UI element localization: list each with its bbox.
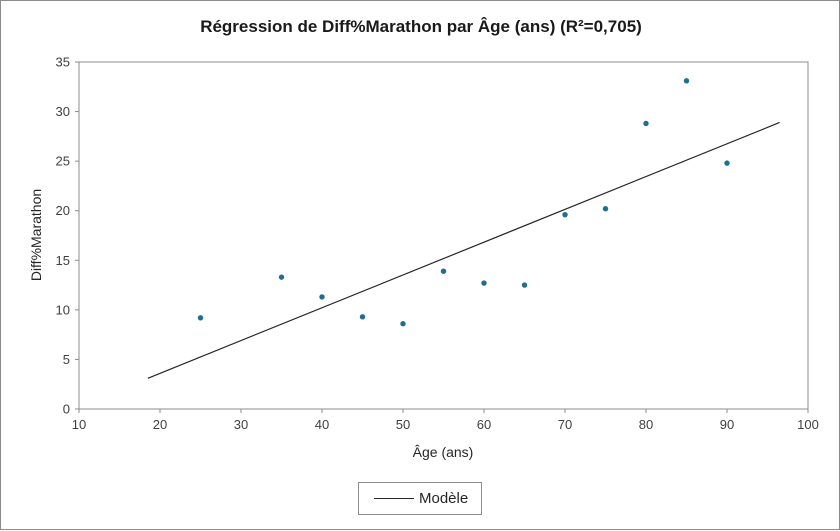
x-tick-label: 20 — [153, 417, 167, 432]
legend: Modèle — [358, 482, 482, 515]
data-point — [440, 268, 447, 274]
x-tick-labels: 10 20 30 40 50 60 70 80 90 100 — [72, 417, 819, 432]
x-tick-label: 10 — [72, 417, 86, 432]
data-point — [319, 294, 325, 300]
data-points — [197, 78, 730, 327]
y-tick-label: 25 — [56, 154, 70, 169]
x-tick-label: 30 — [234, 417, 248, 432]
x-tick-label: 70 — [558, 417, 572, 432]
x-tick-label: 50 — [396, 417, 410, 432]
y-tick-label: 30 — [56, 104, 70, 119]
y-tick-label: 10 — [56, 302, 70, 317]
data-point — [562, 211, 568, 218]
y-tick-labels: 0 5 10 15 20 25 30 35 — [56, 55, 70, 417]
data-point — [400, 321, 406, 327]
data-point — [359, 314, 366, 320]
x-tick-label: 60 — [477, 417, 491, 432]
data-point — [481, 280, 487, 286]
x-tick-label: 80 — [639, 417, 653, 432]
legend-line-swatch — [374, 498, 414, 499]
x-axis-label: Âge (ans) — [413, 444, 474, 460]
x-tick-label: 90 — [720, 417, 734, 432]
data-point — [724, 160, 730, 166]
y-axis-label: Diff%Marathon — [28, 189, 44, 281]
data-point — [643, 120, 649, 127]
x-tick-label: 40 — [315, 417, 329, 432]
data-point — [197, 315, 204, 321]
plot-border — [78, 61, 809, 410]
y-tick-label: 15 — [56, 253, 70, 268]
y-tick-label: 20 — [56, 203, 70, 218]
y-tick-label: 0 — [63, 402, 70, 417]
y-tick-label: 35 — [56, 55, 70, 70]
y-tick-label: 5 — [63, 352, 70, 367]
chart-title: Régression de Diff%Marathon par Âge (ans… — [200, 17, 642, 36]
data-point — [521, 282, 528, 288]
data-point — [683, 78, 690, 84]
legend-label-modele: Modèle — [419, 490, 469, 507]
data-point — [278, 274, 285, 280]
tick-marks — [75, 61, 809, 413]
x-tick-label: 100 — [797, 417, 819, 432]
data-point — [602, 206, 609, 212]
regression-line — [147, 121, 780, 379]
